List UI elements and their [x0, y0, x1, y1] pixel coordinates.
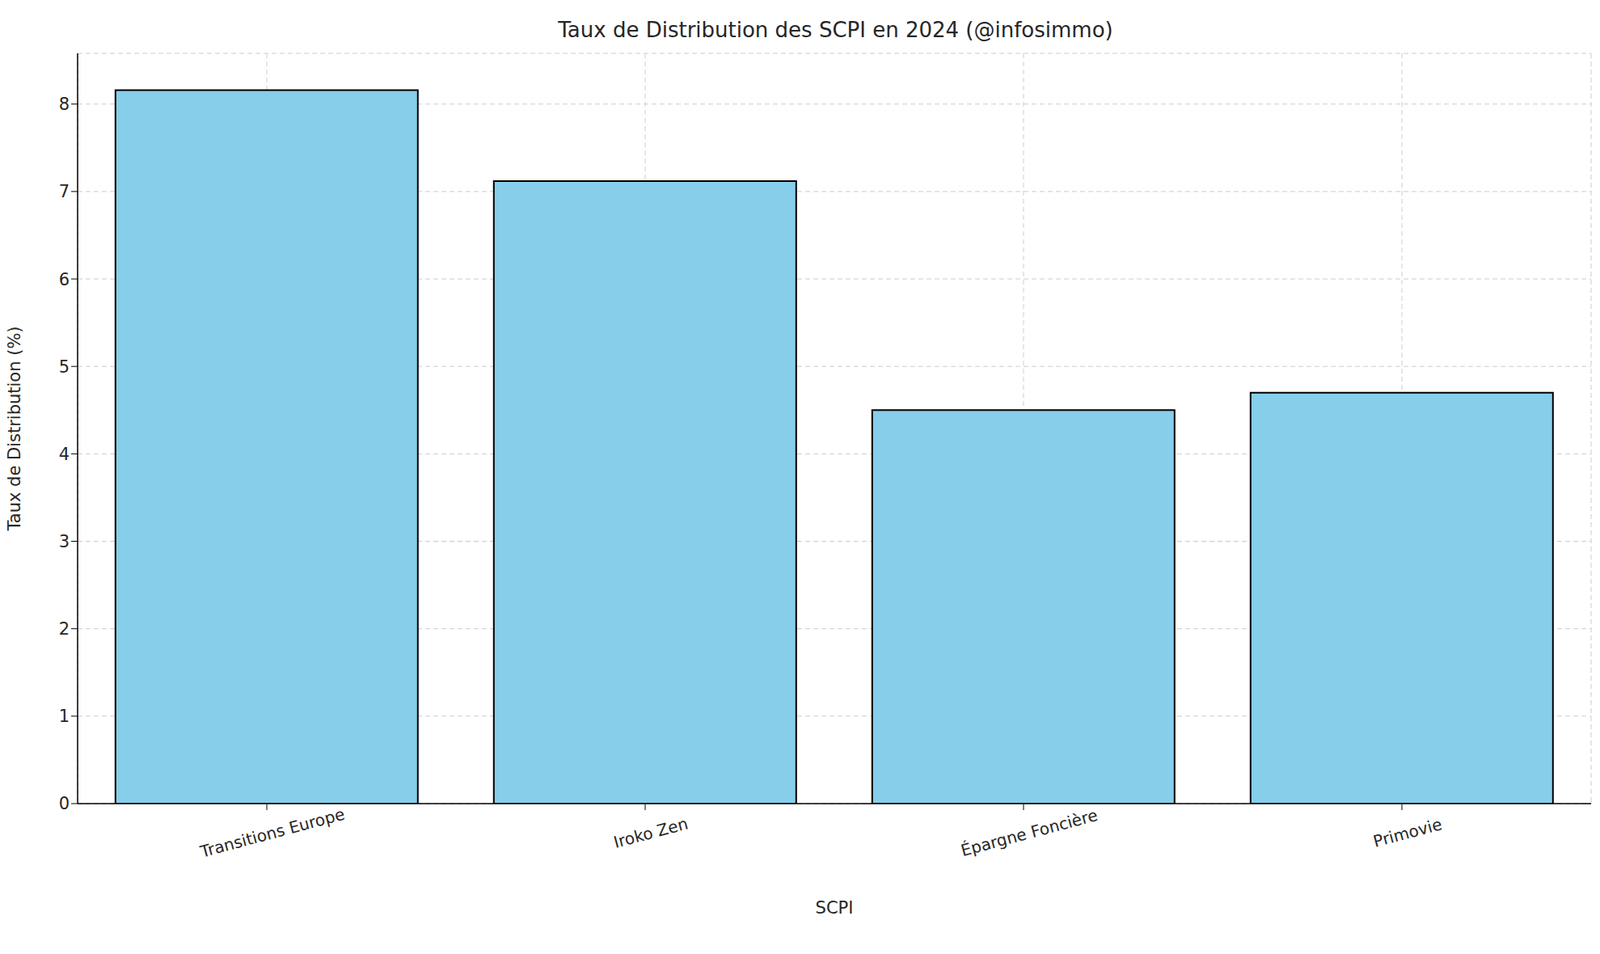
svg-text:6: 6 [59, 270, 70, 290]
html-text:Taux de Distribution des SCPI: Taux de Distribution des SCPI en 2024 (@… [558, 17, 1114, 43]
svg-text:1: 1 [59, 706, 70, 727]
svg-text:Transitions Europe: Transitions Europe [197, 804, 347, 862]
svg-text:5: 5 [59, 357, 70, 377]
svg-text:Iroko Zen: Iroko Zen [611, 813, 690, 853]
svg-text:0: 0 [59, 793, 70, 814]
svg-text:2: 2 [59, 619, 70, 639]
svg-text:Primovie: Primovie [1371, 814, 1444, 852]
svg-text:SCPI: SCPI [815, 898, 854, 918]
svg-text:Épargne Foncière: Épargne Foncière [958, 805, 1100, 861]
svg-text:3: 3 [59, 531, 70, 552]
svg-text:8: 8 [59, 94, 70, 114]
svg-text:4: 4 [59, 444, 70, 465]
svg-text:Taux de Distribution (%): Taux de Distribution (%) [6, 325, 25, 532]
svg-text:7: 7 [59, 181, 70, 202]
